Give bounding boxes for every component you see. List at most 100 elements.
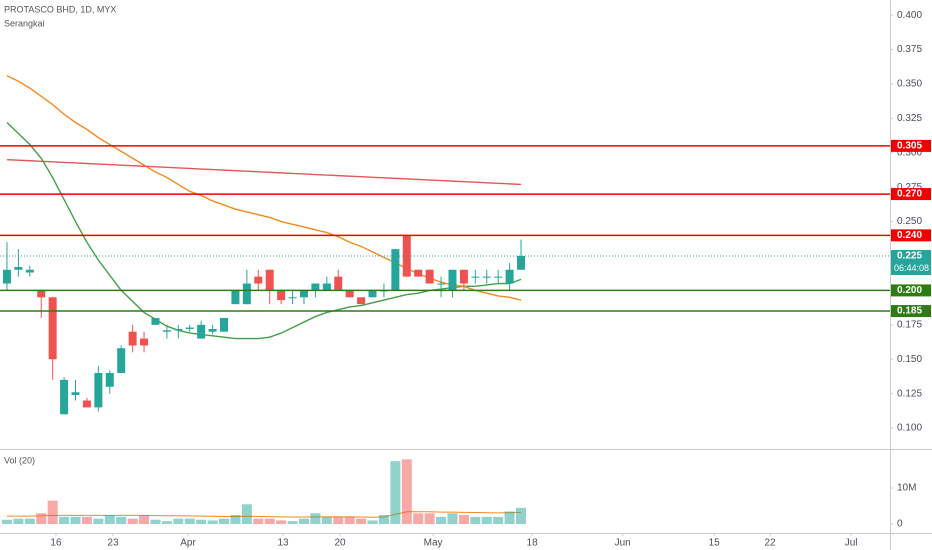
volume-bar [1,519,12,525]
level-label: 0.305 [897,141,922,152]
countdown-label: 06:44:08 [894,263,929,273]
volume-bar [310,513,321,525]
volume-bar [356,518,367,525]
candle-body [265,269,274,291]
volume-tick-label: 10M [897,483,916,494]
level-label-box [891,305,931,318]
volume-title: Vol (20) [4,455,35,465]
y-tick-label: 0.375 [897,44,922,55]
volume-bar [424,513,435,525]
candle-body [357,297,366,305]
volume-bar [139,515,150,525]
candle-body [277,290,286,301]
x-tick-label: Apr [180,538,196,549]
level-label: 0.200 [897,285,922,296]
volume-bar [287,521,298,525]
volume-bar [390,461,401,525]
x-tick-label: 22 [764,538,776,549]
candle-body [437,283,446,285]
candle-body [71,392,80,396]
volume-bar [150,519,161,525]
candle-body [448,269,457,291]
volume-bar [493,516,504,525]
candle-body [517,256,526,270]
moving-average [6,158,522,186]
y-tick-label: 0.325 [897,113,922,124]
volume-bar [253,518,264,525]
x-tick-label: 18 [527,538,539,549]
y-tick-label: 0.100 [897,423,922,434]
candle-body [197,324,206,339]
candle-body [37,290,46,298]
level-label: 0.270 [897,189,922,200]
candle-body [311,283,320,291]
volume-bar [93,518,104,525]
x-tick-label: Jun [615,538,631,549]
volume-tick-label: 0 [897,519,903,530]
volume-bar [276,520,287,525]
volume-bar [344,516,355,525]
volume-bar [447,513,458,525]
candle-body [208,328,217,332]
candle-body [174,328,183,331]
y-tick-label: 0.400 [897,10,922,21]
chart-title: PROTASCO BHD, 1D, MYX [4,4,116,14]
candle-body [494,276,503,278]
candle-body [425,269,434,284]
candle-body [14,267,23,270]
volume-bar [504,511,515,525]
volume-bar [36,513,47,525]
x-tick-label: Jul [845,538,858,549]
candle-body [25,269,34,273]
candle-body [254,276,263,284]
candle-body [322,283,331,291]
candle-body [185,327,194,329]
volume-bar [436,516,447,525]
y-tick-label: 0.350 [897,79,922,90]
candle-body [94,372,103,408]
y-tick-label: 0.275 [897,182,922,193]
level-label-box [891,229,931,242]
volume-bar [241,504,252,525]
chart-subtitle: Serangkai [4,18,45,28]
last-price-box [891,250,931,262]
candle-body [242,283,251,305]
volume-bar [59,516,70,525]
candle-body [231,290,240,305]
candle-body [299,290,308,298]
level-label-box [891,188,931,201]
volume-bar [470,516,481,525]
volume-bar [516,507,527,525]
candle-body [105,372,114,387]
y-tick-label: 0.150 [897,354,922,365]
candle-body [220,317,229,332]
level-label: 0.240 [897,230,922,241]
moving-average [6,75,522,301]
volume-bar [401,459,412,525]
volume-bar [13,518,24,525]
candle-body [345,290,354,298]
candle-body [402,235,411,277]
candle-body [471,276,480,278]
volume-bar [47,500,58,525]
volume-bar [378,515,389,525]
volume-bar [127,518,138,525]
volume-bar [481,516,492,525]
candle-body [162,330,171,332]
level-label-box [891,284,931,297]
level-label-box [891,139,931,152]
candle-body [128,331,137,346]
x-tick-label: 20 [335,538,347,549]
volume-bar [219,518,230,525]
volume-bar [321,516,332,525]
x-tick-label: May [424,538,443,549]
volume-bar [104,515,115,525]
plot [1,75,527,525]
candle-body [2,269,11,284]
x-tick-label: 16 [50,538,62,549]
volume-bar [458,515,469,525]
volume-bar [81,516,92,525]
volume-bar [161,521,172,525]
volume-bar [367,520,378,525]
